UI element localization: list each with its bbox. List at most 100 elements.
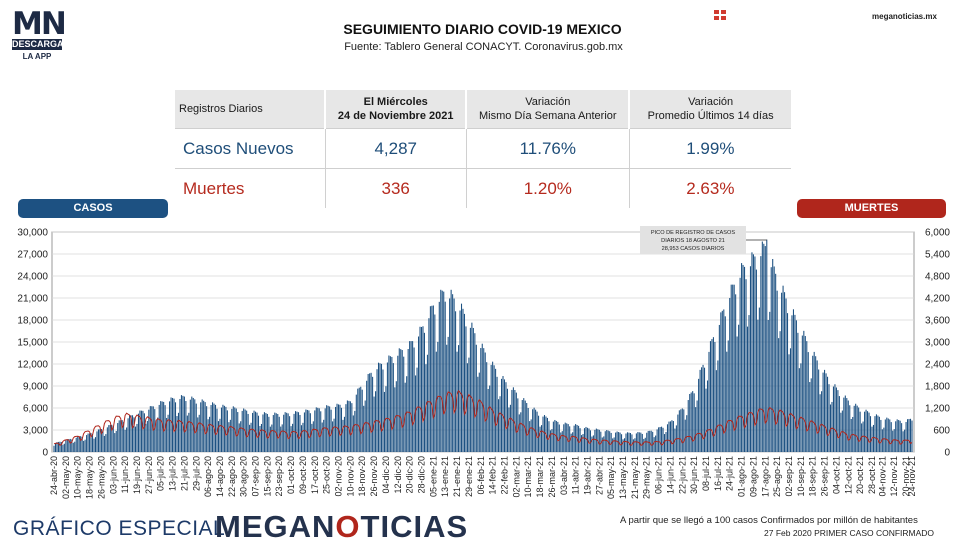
cases-bar	[784, 292, 786, 452]
cases-bar	[419, 326, 421, 452]
left-tick-label: 12,000	[17, 360, 48, 371]
cases-bar	[543, 415, 546, 452]
cases-bar	[578, 425, 580, 452]
cases-bar	[723, 309, 725, 452]
x-tick-label: 14-feb-21	[488, 456, 498, 495]
right-tick-label: 1,800	[925, 382, 950, 393]
cases-bar	[412, 341, 414, 452]
cases-bar	[191, 396, 193, 452]
app-logo[interactable]: MN DESCARGA LA APP	[12, 9, 67, 61]
cases-bar	[78, 436, 80, 452]
cases-bar	[232, 406, 234, 452]
cases-bar	[581, 435, 583, 452]
cases-bar	[875, 414, 877, 452]
cases-bar	[908, 418, 910, 452]
x-tick-label: 21-ene-21	[452, 456, 462, 497]
cases-bar	[772, 258, 774, 452]
x-tick-label: 19-jun-20	[132, 456, 142, 494]
cases-bar	[733, 284, 735, 452]
cases-bar	[77, 436, 79, 452]
x-tick-label: 28-oct-21	[867, 456, 877, 494]
cases-bar	[372, 376, 374, 452]
x-axis-ticks: 24-abr-20 02-may-20 10-may-20 18-may-20 26-m…	[49, 456, 917, 499]
cases-bar	[459, 310, 461, 452]
cases-bar	[739, 277, 741, 452]
cases-bar	[56, 442, 58, 452]
cases-bar	[173, 398, 175, 452]
cases-bar	[829, 404, 832, 452]
cases-bar	[834, 384, 836, 452]
grid-icon[interactable]	[714, 10, 727, 21]
cases-bar	[351, 403, 353, 452]
right-axis-ticks: 6,000 5,400 4,800 4,200 3,600 3,000 2,400 1,800…	[925, 228, 950, 459]
cases-bar	[269, 426, 271, 452]
cases-bar	[148, 409, 150, 452]
x-tick-label: 09-oct-20	[298, 456, 308, 494]
cases-bar	[632, 439, 634, 452]
cases-bar	[579, 428, 581, 452]
cases-bar	[306, 409, 308, 452]
x-tick-label: 18-sep-21	[808, 456, 818, 497]
x-tick-label: 20-dic-20	[405, 456, 415, 494]
cases-bar	[788, 354, 790, 452]
x-tick-label: 23-sep-20	[274, 456, 284, 497]
left-tick-label: 27,000	[17, 250, 48, 261]
cases-bar	[352, 415, 354, 452]
x-tick-label: 25-oct-20	[322, 456, 332, 494]
x-tick-label: 12-oct-21	[843, 456, 853, 494]
cases-bar	[729, 298, 731, 452]
cases-bar	[757, 319, 759, 452]
peak-annotation: PICO DE REGISTRO DE CASOS DIARIOS 18 AGOS…	[640, 226, 768, 254]
right-tick-label: 2,400	[925, 360, 950, 371]
cases-bar	[136, 423, 138, 452]
cases-bar	[357, 388, 359, 452]
cases-bar	[137, 413, 139, 452]
cases-bar	[54, 443, 57, 453]
cases-bar	[712, 337, 714, 452]
cases-bar	[443, 291, 445, 452]
cases-bar	[432, 305, 434, 452]
x-tick-label: 11-jun-20	[120, 456, 130, 493]
x-tick-label: 26-mar-21	[547, 456, 557, 498]
cases-bar	[741, 263, 743, 452]
right-tick-label: 1,200	[925, 404, 950, 415]
x-tick-label: 02-may-20	[61, 456, 71, 499]
x-tick-label: 02-nov-20	[334, 456, 344, 497]
cases-bar	[210, 405, 212, 452]
x-tick-label: 26-nov-20	[369, 456, 379, 497]
cases-bar	[532, 409, 534, 452]
x-tick-label: 14-ago-20	[215, 456, 225, 497]
cases-bar	[75, 437, 77, 452]
cases-bar	[598, 429, 600, 452]
chart-grid	[51, 231, 915, 453]
cases-bar	[644, 437, 646, 452]
cases-bar	[705, 388, 707, 452]
x-tick-label: 01-ago-21	[737, 456, 747, 497]
right-tick-label: 600	[933, 426, 950, 437]
cases-bar	[769, 311, 771, 452]
cases-bar	[466, 363, 468, 452]
cases-bar	[185, 401, 187, 452]
cases-bar	[907, 419, 909, 452]
cases-bar	[489, 385, 491, 452]
cases-bar	[426, 354, 428, 452]
cases-bar	[471, 322, 473, 452]
cases-bar	[881, 429, 883, 452]
x-tick-label: 02-sep-21	[784, 456, 794, 497]
x-tick-label: 04-dic-20	[381, 456, 391, 494]
site-url[interactable]: meganoticias.mx	[872, 12, 937, 21]
x-tick-label: 17-oct-20	[310, 456, 320, 494]
cases-bar	[865, 409, 867, 452]
cases-bar	[249, 424, 251, 452]
cases-bar	[671, 420, 673, 452]
cases-bar	[395, 381, 397, 452]
cases-bar	[558, 424, 560, 452]
cases-bar	[176, 416, 178, 452]
cases-bar	[444, 301, 446, 452]
cases-bar	[512, 387, 514, 452]
cases-bar	[552, 421, 554, 452]
right-tick-label: 0	[944, 448, 950, 459]
cases-bar	[904, 429, 906, 452]
cases-bar	[422, 326, 424, 452]
cases-bar	[736, 336, 738, 452]
